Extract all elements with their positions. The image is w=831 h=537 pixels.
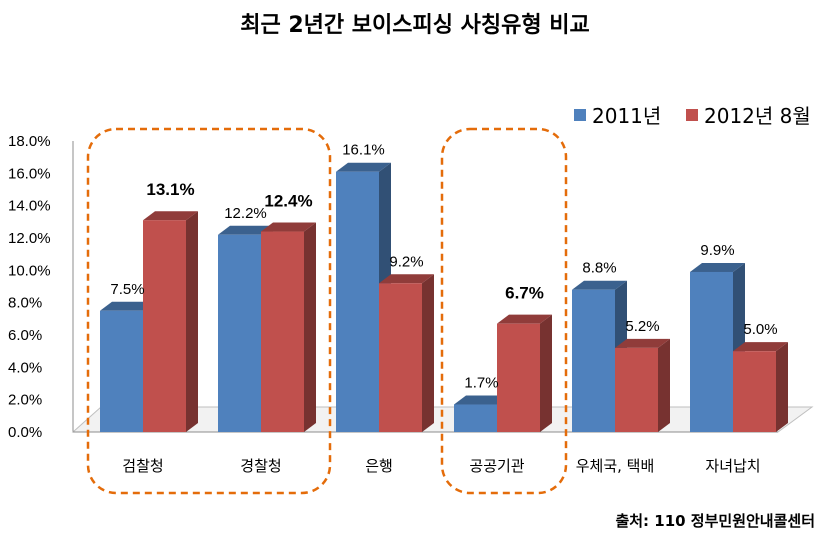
value-label-2012년-8월-검찰청: 13.1% <box>146 180 194 199</box>
bar-front <box>615 347 658 432</box>
bar-2012년-8월-은행 <box>379 274 434 432</box>
bar-front <box>261 231 304 432</box>
category-label-공공기관: 공공기관 <box>469 457 524 475</box>
bar-top <box>615 338 670 348</box>
category-label-경찰청: 경찰청 <box>240 457 281 475</box>
bar-2012년-8월-경찰청 <box>261 222 316 432</box>
value-label-2011년-경찰청: 12.2% <box>224 205 267 222</box>
bar-front <box>143 220 186 432</box>
y-tick-label-3: 6.0% <box>8 327 42 344</box>
bar-top <box>733 342 788 352</box>
value-label-2011년-공공기관: 1.7% <box>464 375 498 392</box>
category-labels: 검찰청 경찰청 은행 공공기관 우체국, 택배 자녀납치 <box>122 457 760 475</box>
value-labels: 7.5% 13.1% 12.2%12.4% 16.1% 9.2% 1.7% 6.7% 8.8%… <box>110 142 777 392</box>
y-tick-label-2: 4.0% <box>8 359 42 376</box>
legend-swatch-2012 <box>686 109 698 121</box>
bar-top <box>261 222 316 232</box>
y-tick-label-7: 14.0% <box>8 198 51 215</box>
bar-front <box>100 310 143 432</box>
highlight-boxes <box>86 127 568 495</box>
bar-side <box>776 342 788 432</box>
legend: 2011년 2012년 8월 <box>574 104 811 128</box>
bar-top <box>572 280 627 290</box>
bar-top <box>379 274 434 284</box>
y-tick-label-5: 10.0% <box>8 262 51 279</box>
bars <box>100 162 788 432</box>
bar-top <box>497 314 552 324</box>
value-label-2012년-8월-우체국-택배: 5.2% <box>625 318 659 335</box>
legend-label-2012: 2012년 8월 <box>704 104 811 128</box>
value-label-2011년-검찰청: 7.5% <box>110 281 144 298</box>
value-label-2012년-8월-경찰청: 12.4% <box>264 192 312 211</box>
bar-front <box>336 171 379 432</box>
bar-side <box>422 274 434 432</box>
bar-top <box>690 262 745 272</box>
bar-front <box>497 323 540 432</box>
category-label-검찰청: 검찰청 <box>122 457 163 475</box>
y-tick-label-4: 8.0% <box>8 295 42 312</box>
category-label-은행: 은행 <box>365 457 393 475</box>
value-label-2011년-자녀납치: 9.9% <box>700 242 734 259</box>
bar-2012년-8월-우체국-택배 <box>615 338 670 432</box>
y-axis-ticks: 0.0% 2.0% 4.0% 6.0% 8.0% 10.0% 12.0% 14.0% 16.0%… <box>8 133 51 441</box>
y-tick-label-0: 0.0% <box>8 424 42 441</box>
bar-top <box>143 211 198 221</box>
highlight-box-0 <box>86 127 332 495</box>
bar-front <box>218 234 261 432</box>
bar-top <box>100 301 155 311</box>
category-label-우체국-택배: 우체국, 택배 <box>576 457 655 475</box>
source-note: 출처: 110 정부민원안내콜센터 <box>615 512 815 530</box>
y-tick-label-9: 18.0% <box>8 133 51 150</box>
value-label-2011년-우체국-택배: 8.8% <box>582 260 616 277</box>
highlight-box-1 <box>440 127 568 495</box>
y-tick-label-1: 2.0% <box>8 392 42 409</box>
bar-2012년-8월-검찰청 <box>143 211 198 432</box>
legend-label-2011: 2011년 <box>592 104 661 128</box>
value-label-2012년-8월-공공기관: 6.7% <box>505 284 544 303</box>
bar-front <box>572 289 615 432</box>
bar-side <box>186 211 198 432</box>
bar-top <box>336 162 391 172</box>
y-tick-label-6: 12.0% <box>8 230 51 247</box>
y-tick-label-8: 16.0% <box>8 165 51 182</box>
bar-side <box>658 338 670 432</box>
value-label-2012년-8월-자녀납치: 5.0% <box>743 321 777 338</box>
bar-top <box>454 395 509 405</box>
category-label-자녀납치: 자녀납치 <box>705 457 760 475</box>
bar-2012년-8월-공공기관 <box>497 314 552 432</box>
bar-front <box>690 271 733 432</box>
bar-side <box>304 222 316 432</box>
bar-top <box>218 225 273 235</box>
bar-side <box>540 314 552 432</box>
bar-2012년-8월-자녀납치 <box>733 342 788 432</box>
value-label-2011년-은행: 16.1% <box>342 142 385 159</box>
value-label-2012년-8월-은행: 9.2% <box>389 253 423 270</box>
bar-front <box>733 351 776 432</box>
legend-swatch-2011 <box>574 109 586 121</box>
bar-front <box>379 283 422 432</box>
bar-front <box>454 404 497 432</box>
chart-title: 최근 2년간 보이스피싱 사칭유형 비교 <box>240 13 590 38</box>
